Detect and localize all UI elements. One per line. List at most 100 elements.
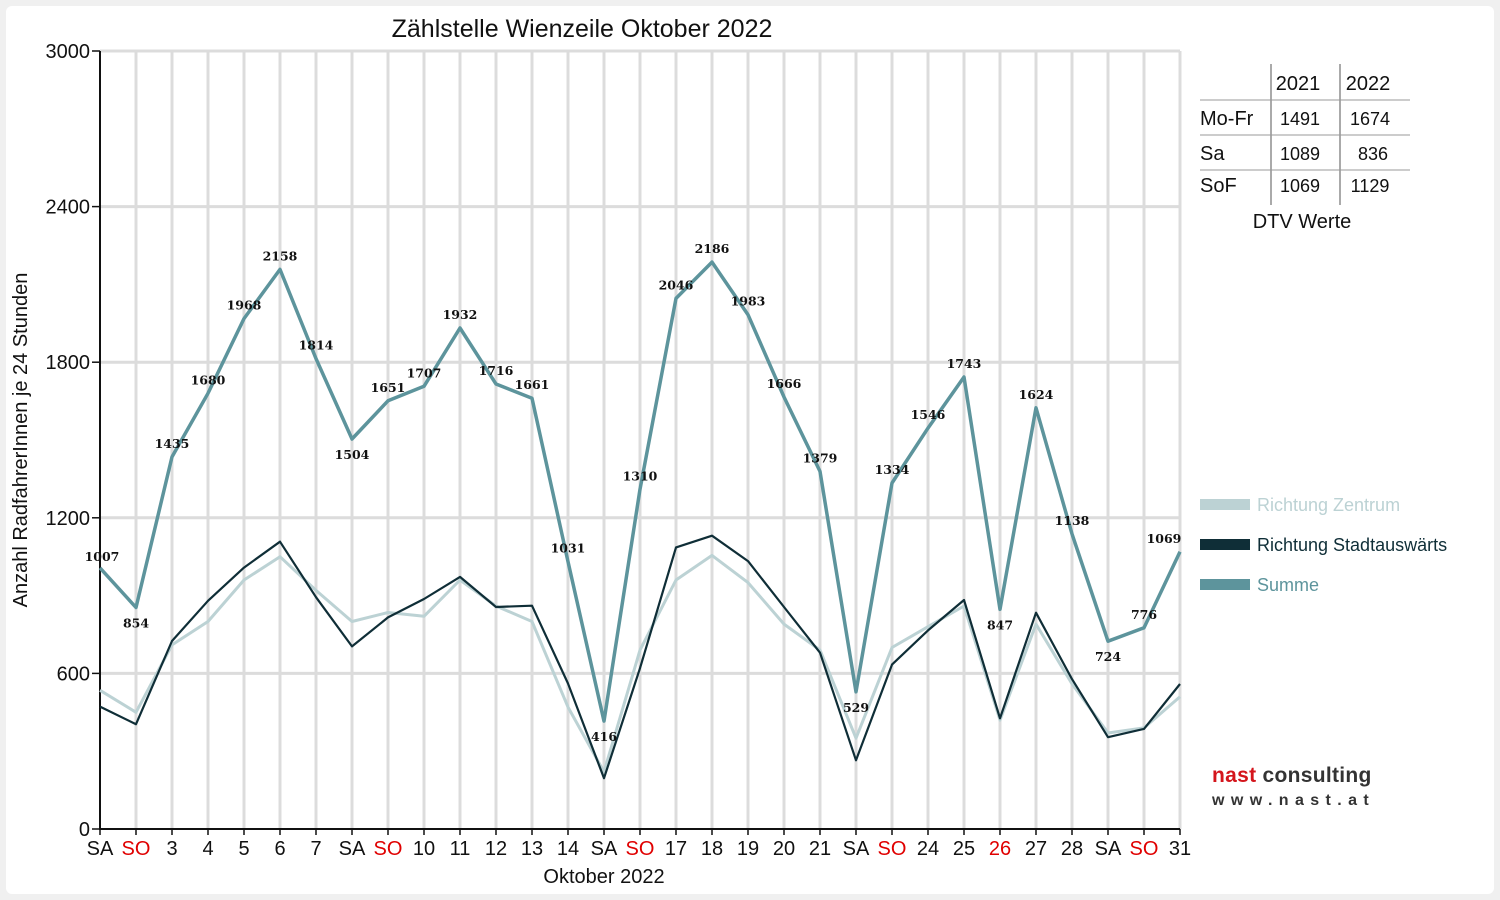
axes: 0 600 1200 1800 2400 3000 SA SO 3 4 5 6 7 SA SO 10 11 12 1… bbox=[46, 41, 1192, 860]
y-tick-label: 1800 bbox=[46, 352, 91, 374]
logo-url: www.nast.at bbox=[1212, 792, 1376, 809]
legend-label: Richtung Stadtauswärts bbox=[1257, 535, 1447, 555]
logo-brand-part1: nast bbox=[1212, 764, 1257, 787]
data-label: 1651 bbox=[371, 380, 406, 395]
data-label: 1624 bbox=[1019, 387, 1054, 402]
data-label: 1968 bbox=[227, 298, 262, 313]
y-tick-label: 600 bbox=[57, 663, 90, 685]
data-label: 1031 bbox=[551, 541, 586, 556]
dtv-cell: 836 bbox=[1358, 144, 1388, 164]
y-axis-label: Anzahl RadfahrerInnen je 24 Stunden bbox=[10, 273, 32, 608]
x-tick-label: SA bbox=[843, 838, 870, 860]
x-tick-label: 12 bbox=[485, 838, 507, 860]
x-tick-label: 27 bbox=[1025, 838, 1047, 860]
legend-label: Richtung Zentrum bbox=[1257, 495, 1400, 515]
dtv-row-label: Mo-Fr bbox=[1200, 108, 1254, 130]
data-label: 1546 bbox=[911, 407, 946, 422]
series-line-2 bbox=[99, 534, 1181, 780]
data-label: 529 bbox=[843, 700, 869, 715]
data-label: 2158 bbox=[263, 248, 298, 263]
y-tick-label: 3000 bbox=[46, 41, 91, 63]
logo-brand-part2: consulting bbox=[1256, 764, 1372, 787]
data-label: 776 bbox=[1131, 607, 1157, 622]
data-label: 2046 bbox=[659, 277, 694, 292]
x-tick-label: SO bbox=[878, 838, 907, 860]
data-label: 1932 bbox=[443, 307, 478, 322]
x-tick-label: 13 bbox=[521, 838, 543, 860]
x-tick-label: 4 bbox=[202, 838, 213, 860]
data-label: 1007 bbox=[85, 549, 120, 564]
data-label: 1716 bbox=[479, 363, 514, 378]
nast-consulting-logo: nast consulting www.nast.at bbox=[1200, 750, 1443, 825]
dtv-caption: DTV Werte bbox=[1253, 211, 1352, 233]
grid bbox=[100, 49, 1182, 829]
x-tick-label: 20 bbox=[773, 838, 795, 860]
dtv-table: 2021 2022 Mo-Fr 1491 1674 Sa 1089 836 So… bbox=[1200, 64, 1410, 233]
x-tick-label: 25 bbox=[953, 838, 975, 860]
x-tick-label: SA bbox=[339, 838, 366, 860]
x-tick-label: 28 bbox=[1061, 838, 1083, 860]
data-label: 1310 bbox=[623, 468, 658, 483]
data-label: 1504 bbox=[335, 447, 370, 462]
x-tick-label: 6 bbox=[274, 838, 285, 860]
dtv-row-label: SoF bbox=[1200, 175, 1237, 197]
legend-label: Summe bbox=[1257, 575, 1319, 595]
legend-swatch bbox=[1200, 499, 1250, 510]
chart-title: Zählstelle Wienzeile Oktober 2022 bbox=[392, 15, 773, 43]
data-label: 1814 bbox=[299, 338, 334, 353]
x-tick-label: 18 bbox=[701, 838, 723, 860]
data-label: 1661 bbox=[515, 377, 550, 392]
series-line-1 bbox=[99, 553, 1181, 774]
x-tick-label: 11 bbox=[450, 838, 471, 860]
data-label: 1069 bbox=[1147, 531, 1182, 546]
x-tick-label: SO bbox=[626, 838, 655, 860]
x-tick-label: 5 bbox=[238, 838, 249, 860]
x-tick-label: 21 bbox=[809, 838, 831, 860]
data-label: 854 bbox=[123, 616, 149, 631]
y-tick-label: 1200 bbox=[46, 508, 91, 530]
x-tick-label: SO bbox=[122, 838, 151, 860]
dtv-cell: 1491 bbox=[1280, 109, 1320, 129]
data-label: 1435 bbox=[155, 436, 190, 451]
x-tick-label: SO bbox=[1130, 838, 1159, 860]
x-tick-label: 3 bbox=[166, 838, 177, 860]
x-tick-label: 31 bbox=[1169, 838, 1191, 860]
data-label: 1983 bbox=[731, 294, 766, 309]
dtv-cell: 1129 bbox=[1351, 176, 1390, 196]
series-line-3 bbox=[98, 260, 1182, 723]
dtv-header-2022: 2022 bbox=[1346, 73, 1391, 95]
legend-swatch bbox=[1200, 539, 1250, 550]
dtv-header-2021: 2021 bbox=[1276, 73, 1321, 95]
y-tick-label: 2400 bbox=[46, 197, 91, 219]
data-label: 1680 bbox=[191, 372, 226, 387]
data-label: 1138 bbox=[1055, 513, 1090, 528]
logo-brand: nast consulting bbox=[1212, 764, 1372, 788]
x-tick-label: 19 bbox=[737, 838, 759, 860]
x-tick-label: SA bbox=[591, 838, 618, 860]
data-label: 1707 bbox=[407, 365, 442, 380]
x-tick-label: 17 bbox=[665, 838, 687, 860]
data-label: 1334 bbox=[875, 462, 910, 477]
data-label: 847 bbox=[987, 617, 1013, 632]
data-label: 416 bbox=[591, 729, 617, 744]
data-label: 1666 bbox=[767, 376, 802, 391]
data-label: 2186 bbox=[695, 241, 730, 256]
x-tick-label: 14 bbox=[557, 838, 579, 860]
x-tick-label: SA bbox=[87, 838, 114, 860]
x-tick-label: 10 bbox=[413, 838, 435, 860]
dtv-cell: 1069 bbox=[1280, 176, 1320, 196]
y-tick-label: 0 bbox=[79, 819, 90, 841]
x-axis-label: Oktober 2022 bbox=[543, 866, 664, 888]
dtv-row-label: Sa bbox=[1200, 143, 1225, 165]
x-tick-label: 24 bbox=[917, 838, 939, 860]
data-label: 724 bbox=[1095, 649, 1121, 664]
data-label: 1379 bbox=[803, 450, 838, 465]
chart-frame bbox=[6, 6, 1494, 894]
legend-swatch bbox=[1200, 579, 1250, 590]
series-lines bbox=[98, 260, 1182, 780]
x-tick-label: 26 bbox=[989, 838, 1011, 860]
x-tick-label: 7 bbox=[310, 838, 321, 860]
dtv-cell: 1089 bbox=[1280, 144, 1320, 164]
